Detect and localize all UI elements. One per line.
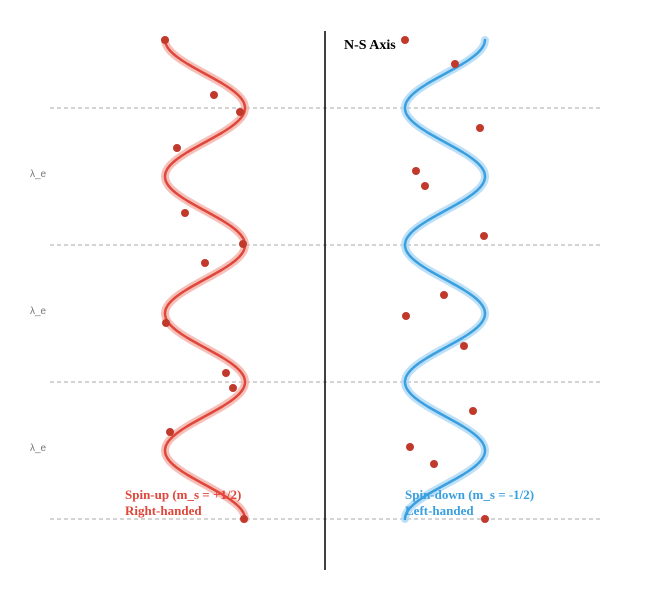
spin-up-helix-line — [163, 38, 247, 521]
spin-down-dot — [430, 460, 438, 468]
spin-down-dot — [402, 312, 410, 320]
spin-up-dot — [222, 369, 230, 377]
spin-down-caption: Spin-down (m_s = -1/2) — [405, 487, 534, 502]
spin-up-dot — [161, 36, 169, 44]
spin-up-dots — [161, 36, 248, 523]
spin-down-handedness: Left-handed — [405, 503, 474, 518]
spin-up-dot — [166, 428, 174, 436]
spin-up-dot — [201, 259, 209, 267]
spin-down-dot — [440, 291, 448, 299]
spin-down-dot — [480, 232, 488, 240]
spin-up-dot — [162, 319, 170, 327]
spin-down-dot — [469, 407, 477, 415]
spin-down-helix — [401, 36, 489, 523]
spin-up-handedness: Right-handed — [125, 503, 202, 518]
spin-up-dot — [229, 384, 237, 392]
spin-up-helix — [161, 36, 249, 523]
spin-up-dot — [236, 108, 244, 116]
axis-title: N-S Axis — [344, 38, 396, 53]
spin-down-dot — [451, 60, 459, 68]
spin-down-dot — [406, 443, 414, 451]
spin-down-dot — [421, 182, 429, 190]
spin-down-dot — [460, 342, 468, 350]
wavelength-label-3: λ_e — [30, 443, 47, 454]
spin-down-dot — [476, 124, 484, 132]
spin-down-dots — [401, 36, 489, 523]
wavelength-label-1: λ_e — [30, 169, 47, 180]
spin-up-dot — [173, 144, 181, 152]
wavelength-label-2: λ_e — [30, 306, 47, 317]
spin-down-helix-line — [403, 38, 487, 521]
spin-up-dot — [239, 240, 247, 248]
spin-down-dot — [412, 167, 420, 175]
spin-up-dot — [240, 515, 248, 523]
spin-up-caption: Spin-up (m_s = +1/2) — [125, 487, 241, 502]
spin-down-dot — [481, 515, 489, 523]
spin-up-dot — [181, 209, 189, 217]
spin-down-dot — [401, 36, 409, 44]
spin-up-dot — [210, 91, 218, 99]
